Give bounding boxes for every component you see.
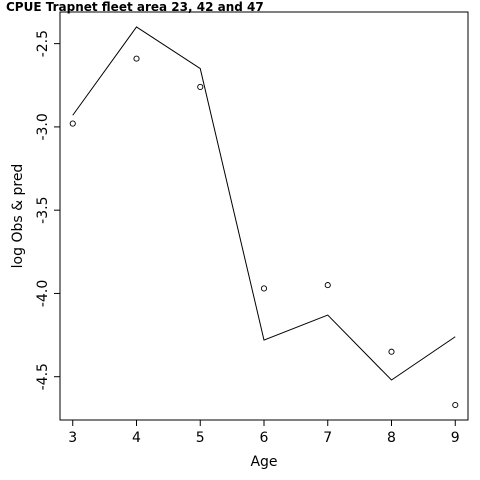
- observed-point: [197, 83, 204, 90]
- observed-point: [324, 282, 331, 289]
- predicted-line: [72, 26, 456, 381]
- x-axis: 3 4 5 6 7 8 9: [68, 420, 460, 446]
- x-tick-label: 3: [68, 430, 77, 446]
- x-axis-label: Age: [250, 454, 277, 470]
- y-tick-label: -3.5: [35, 197, 51, 224]
- observed-point: [69, 120, 76, 127]
- observed-point: [260, 285, 268, 292]
- y-axis: -2.5 -3.0 -3.5 -4.0 -4.5: [35, 30, 60, 390]
- series-layer: [69, 26, 459, 409]
- y-tick-label: -3.0: [35, 113, 51, 140]
- chart-title: CPUE Trapnet fleet area 23, 42 and 47: [6, 0, 264, 14]
- y-axis-label: log Obs & pred: [10, 164, 26, 269]
- x-tick-label: 9: [451, 430, 460, 446]
- x-tick-label: 7: [323, 430, 332, 446]
- x-tick-label: 6: [260, 430, 269, 446]
- x-tick-label: 5: [196, 430, 205, 446]
- x-tick-label: 4: [132, 430, 141, 446]
- observed-point: [133, 55, 140, 62]
- y-tick-label: -2.5: [35, 30, 51, 57]
- y-tick-label: -4.5: [35, 363, 51, 390]
- y-tick-label: -4.0: [35, 280, 51, 307]
- observed-point: [452, 401, 459, 409]
- observed-point: [388, 348, 395, 355]
- x-tick-label: 8: [387, 430, 396, 446]
